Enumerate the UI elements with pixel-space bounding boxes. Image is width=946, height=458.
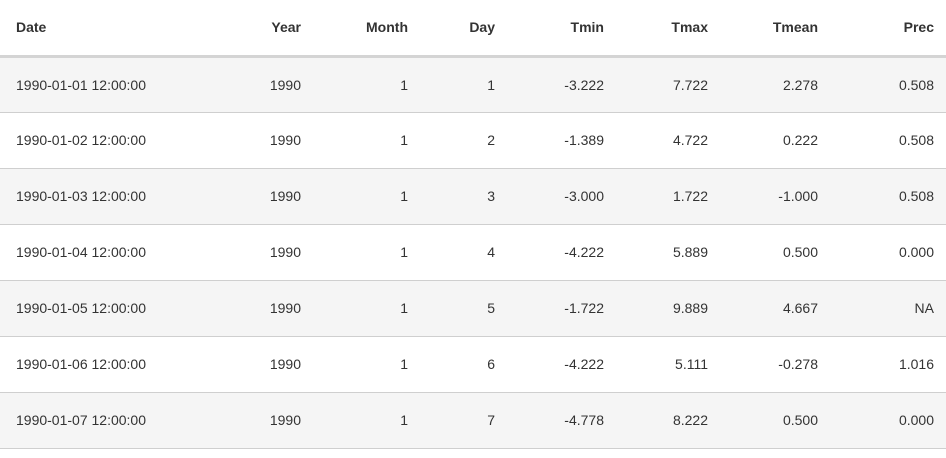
cell-date: 1990-01-04 12:00:00: [16, 244, 146, 260]
cell-tmin: -3.000: [564, 188, 604, 204]
cell-day: 3: [487, 188, 495, 204]
table-row: 1990-01-01 12:00:00 1990 1 1 -3.222 7.722 2.27…: [0, 56, 946, 112]
cell-day: 5: [487, 300, 495, 316]
cell-tmin: -4.222: [564, 244, 604, 260]
cell-prec: 0.508: [898, 132, 934, 148]
cell-year: 1990: [269, 188, 301, 204]
cell-tmax: 5.111: [675, 356, 708, 372]
cell-prec: 1.016: [898, 356, 934, 372]
column-header-month[interactable]: Month: [366, 19, 408, 36]
cell-year: 1990: [269, 300, 301, 316]
table-row: 1990-01-04 12:00:00 1990 1 4 -4.222 5.889 0.50…: [0, 224, 946, 280]
cell-month: 1: [400, 76, 408, 93]
cell-year: 1990: [269, 412, 301, 428]
cell-year: 1990: [269, 132, 301, 148]
cell-year: 1990: [269, 244, 301, 260]
cell-tmean: 4.667: [782, 300, 818, 316]
cell-date: 1990-01-07 12:00:00: [16, 412, 146, 428]
cell-day: 4: [487, 244, 495, 260]
cell-tmin: -4.222: [564, 356, 604, 372]
column-header-year[interactable]: Year: [271, 19, 301, 36]
cell-month: 1: [400, 412, 408, 428]
cell-year: 1990: [269, 76, 301, 93]
column-header-date[interactable]: Date: [16, 19, 47, 36]
cell-prec: NA: [914, 300, 934, 316]
column-header-tmin[interactable]: Tmin: [570, 19, 604, 36]
cell-prec: 0.508: [898, 188, 934, 204]
table-row: 1990-01-05 12:00:00 1990 1 5 -1.722 9.889 4.66…: [0, 280, 946, 336]
cell-month: 1: [400, 132, 408, 148]
cell-tmax: 9.889: [672, 300, 708, 316]
cell-tmean: -0.278: [778, 356, 818, 372]
cell-tmax: 8.222: [672, 412, 708, 428]
column-header-prec[interactable]: Prec: [903, 19, 934, 36]
table-row: 1990-01-03 12:00:00 1990 1 3 -3.000 1.722 -1.0…: [0, 168, 946, 224]
cell-year: 1990: [269, 356, 301, 372]
cell-month: 1: [400, 188, 408, 204]
cell-tmean: 0.500: [782, 412, 818, 428]
cell-day: 7: [487, 412, 495, 428]
cell-month: 1: [400, 244, 408, 260]
cell-day: 1: [487, 76, 495, 93]
cell-month: 1: [400, 300, 408, 316]
cell-tmin: -4.778: [564, 412, 604, 428]
cell-date: 1990-01-06 12:00:00: [16, 356, 146, 372]
table-row: 1990-01-07 12:00:00 1990 1 7 -4.778 8.222 0.50…: [0, 392, 946, 448]
cell-prec: 0.000: [898, 244, 934, 260]
cell-date: 1990-01-03 12:00:00: [16, 188, 146, 204]
header-row: Date Year Month Day Tmin Tmax Tmean Prec: [0, 0, 946, 56]
cell-tmean: 2.278: [782, 76, 818, 93]
cell-date: 1990-01-02 12:00:00: [16, 132, 146, 148]
column-header-tmean[interactable]: Tmean: [772, 19, 818, 36]
column-header-tmax[interactable]: Tmax: [671, 19, 708, 36]
cell-tmean: -1.000: [778, 188, 818, 204]
table-row: 1990-01-02 12:00:00 1990 1 2 -1.389 4.722 0.22…: [0, 112, 946, 168]
cell-tmin: -1.389: [564, 132, 604, 148]
cell-date: 1990-01-01 12:00:00: [16, 76, 146, 93]
cell-day: 2: [487, 132, 495, 148]
cell-tmean: 0.222: [782, 132, 818, 148]
table-header: Date Year Month Day Tmin Tmax Tmean Prec: [0, 0, 946, 56]
cell-prec: 0.000: [898, 412, 934, 428]
table-row: 1990-01-06 12:00:00 1990 1 6 -4.222 5.111 -0.2…: [0, 336, 946, 392]
cell-tmin: -3.222: [564, 76, 604, 93]
cell-tmax: 5.889: [672, 244, 708, 260]
cell-date: 1990-01-05 12:00:00: [16, 300, 146, 316]
cell-tmax: 4.722: [672, 132, 708, 148]
cell-tmax: 7.722: [672, 76, 708, 93]
cell-day: 6: [487, 356, 495, 372]
cell-tmean: 0.500: [782, 244, 818, 260]
cell-tmax: 1.722: [672, 188, 708, 204]
cell-prec: 0.508: [898, 76, 934, 93]
cell-tmin: -1.722: [564, 300, 604, 316]
table-body: 1990-01-01 12:00:00 1990 1 1 -3.222 7.722 2.27…: [0, 56, 946, 448]
cell-month: 1: [400, 356, 408, 372]
column-header-day[interactable]: Day: [469, 19, 495, 36]
